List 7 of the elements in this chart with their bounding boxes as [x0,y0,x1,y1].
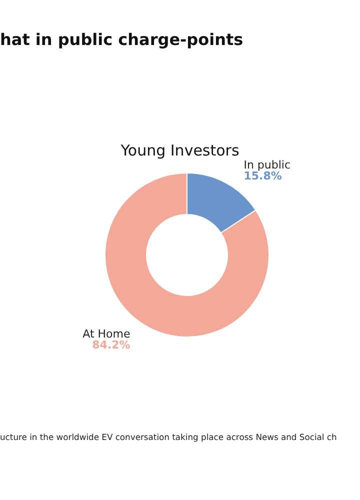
chart-title: hat in public charge-points [0,30,244,49]
text: ucture in the worldwide EV conversation taking place across News and Social ch [0,432,338,442]
data-label: 15.8% [244,170,282,183]
chart-subtitle: Young Investors [120,142,240,160]
data-label: 84.2% [92,338,130,352]
slice-label: At Home [82,327,130,340]
slice-label: In public [244,158,291,172]
